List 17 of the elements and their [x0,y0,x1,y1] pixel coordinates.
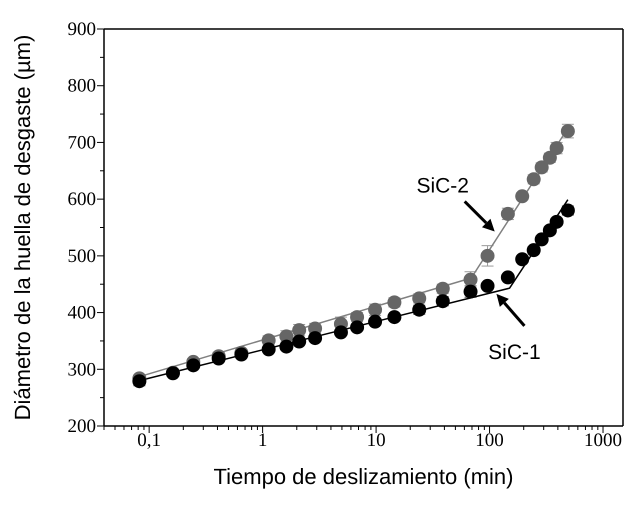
x-tick-label: 1000 [584,430,622,451]
y-tick-label: 500 [68,246,96,267]
x-tick-label: 100 [475,430,504,451]
x-tick-label: 1 [258,430,268,451]
y-tick-label: 900 [68,19,96,40]
annotation: SiC-2 [416,174,469,198]
annotation: SiC-1 [488,340,541,364]
y-tick-label: 700 [68,132,96,154]
y-tick-label: 600 [68,189,96,210]
x-axis-title: Tiempo de deslizamiento (min) [214,464,514,489]
y-axis-title: Diámetro de la huella de desgaste (µm) [10,34,35,420]
x-tick-label: 0,1 [137,430,162,451]
y-tick-label: 300 [68,359,96,380]
x-tick-label: 10 [366,430,386,451]
y-tick-label: 200 [68,416,96,437]
y-tick-label: 400 [68,302,96,324]
y-tick-label: 800 [68,76,96,97]
